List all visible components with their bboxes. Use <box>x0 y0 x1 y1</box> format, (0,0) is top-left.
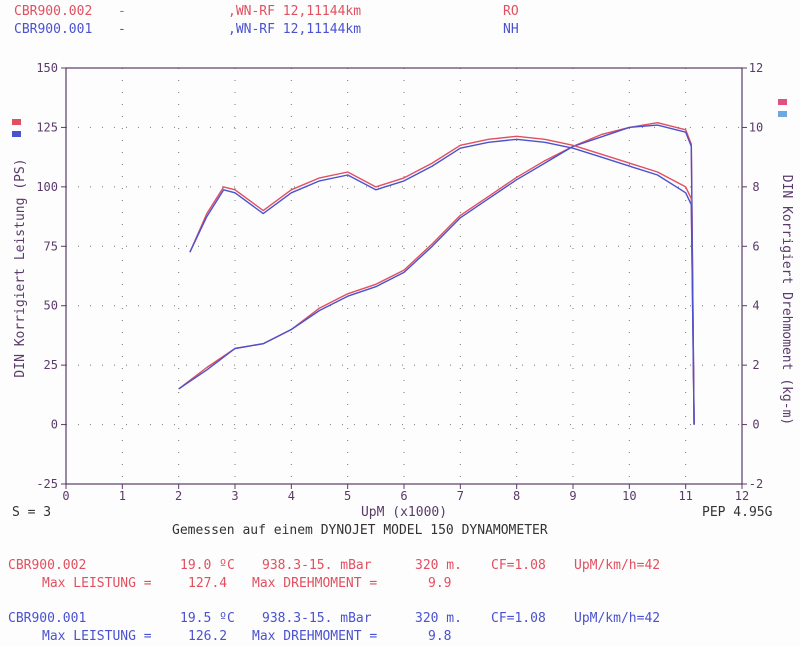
leistung-line-cbr900-001 <box>178 124 695 425</box>
run1-pressure: 938.3-15. mBar <box>262 558 372 573</box>
run2-max-dreh-label: Max DREHMOMENT = <box>252 629 378 644</box>
x-tick-label: 7 <box>457 489 464 503</box>
pep-label: PEP 4.95G <box>702 505 773 520</box>
x-ticks: 0 1 2 3 4 5 6 7 8 9 10 11 12 <box>62 484 749 503</box>
series-lines <box>178 122 695 425</box>
y-left-tick-label: 25 <box>44 358 58 372</box>
x-tick-label: 4 <box>288 489 295 503</box>
run2-alt: 320 m. <box>415 611 462 626</box>
x-tick-label: 6 <box>400 489 407 503</box>
y-left-tick-label: -25 <box>36 477 58 491</box>
x-axis-label: UpM (x1000) <box>361 505 447 520</box>
measured-note: Gemessen auf einem DYNOJET MODEL 150 DYN… <box>172 523 548 538</box>
y-left-tick-label: 75 <box>44 239 58 253</box>
leistung-line-cbr900-002 <box>178 122 695 425</box>
y-right-tick-label: 8 <box>752 180 759 194</box>
legend-swatch-blue-right <box>778 111 787 117</box>
drehmoment-line-cbr900-001 <box>189 138 695 425</box>
y-right-tick-label: 4 <box>752 299 759 313</box>
s-label: S = 3 <box>12 505 52 520</box>
run2-temp: 19.5 ºC <box>180 611 235 626</box>
run2-max-leistung-label: Max LEISTUNG = <box>42 629 152 644</box>
header-code-2: NH <box>503 22 519 37</box>
run1-max-leistung: 127.4 <box>188 576 228 591</box>
run1-file: CBR900.002 <box>8 558 87 573</box>
header-file-1: CBR900.002 <box>14 4 93 19</box>
run1-max-dreh-label: Max DREHMOMENT = <box>252 576 378 591</box>
y-left-ticks: -25 0 25 50 75 100 125 150 <box>36 61 66 491</box>
legend-swatch-red-right <box>778 99 787 105</box>
run2-max-leistung: 126.2 <box>188 629 228 644</box>
y-left-tick-label: 100 <box>36 180 58 194</box>
legend-swatch-blue-left <box>12 131 21 137</box>
header-desc-1: ,WN-RF 12,11144km <box>228 4 362 19</box>
x-tick-label: 0 <box>62 489 69 503</box>
y-left-tick-label: 125 <box>36 120 58 134</box>
header-dash-2: - <box>118 22 126 37</box>
x-tick-label: 5 <box>344 489 351 503</box>
y-right-tick-label: 12 <box>749 61 763 75</box>
header-code-1: RO <box>503 4 519 19</box>
run2-cf: CF=1.08 <box>491 611 546 626</box>
header-file-2: CBR900.001 <box>14 22 93 37</box>
y-left-tick-label: 150 <box>36 61 58 75</box>
run1-upm: UpM/km/h=42 <box>574 558 661 573</box>
run1-max-dreh: 9.9 <box>428 576 452 591</box>
y-right-axis-label: DIN Korrigiert Drehmoment (kg-m) <box>779 175 794 425</box>
run2-pressure: 938.3-15. mBar <box>262 611 372 626</box>
y-right-tick-label: -2 <box>749 477 763 491</box>
run1-max-leistung-label: Max LEISTUNG = <box>42 576 152 591</box>
x-tick-label: 1 <box>119 489 126 503</box>
y-right-tick-label: 0 <box>752 418 759 432</box>
y-right-ticks: -2 0 2 4 6 8 10 12 <box>742 61 763 491</box>
x-tick-label: 3 <box>231 489 238 503</box>
y-right-tick-label: 10 <box>749 120 763 134</box>
run1-alt: 320 m. <box>415 558 462 573</box>
y-left-tick-label: 0 <box>51 418 58 432</box>
x-tick-label: 8 <box>513 489 520 503</box>
grid <box>66 68 742 484</box>
run2-file: CBR900.001 <box>8 611 87 626</box>
x-tick-label: 10 <box>622 489 636 503</box>
header-desc-2: ,WN-RF 12,11144km <box>228 22 362 37</box>
plot-frame <box>65 67 743 485</box>
drehmoment-line-cbr900-002 <box>189 135 695 425</box>
x-tick-label: 11 <box>678 489 692 503</box>
y-right-tick-label: 6 <box>752 239 759 253</box>
run1-temp: 19.0 ºC <box>180 558 235 573</box>
x-tick-label: 9 <box>569 489 576 503</box>
plot-border <box>65 67 743 485</box>
run2-upm: UpM/km/h=42 <box>574 611 661 626</box>
run1-cf: CF=1.08 <box>491 558 546 573</box>
y-left-axis-label: DIN Korrigiert Leistung (PS) <box>13 158 28 377</box>
x-tick-label: 12 <box>735 489 749 503</box>
run2-max-dreh: 9.8 <box>428 629 452 644</box>
x-tick-label: 2 <box>175 489 182 503</box>
legend-swatch-red-left <box>12 119 21 125</box>
y-left-tick-label: 50 <box>44 299 58 313</box>
y-right-tick-label: 2 <box>752 358 759 372</box>
header-dash-1: - <box>118 4 126 19</box>
